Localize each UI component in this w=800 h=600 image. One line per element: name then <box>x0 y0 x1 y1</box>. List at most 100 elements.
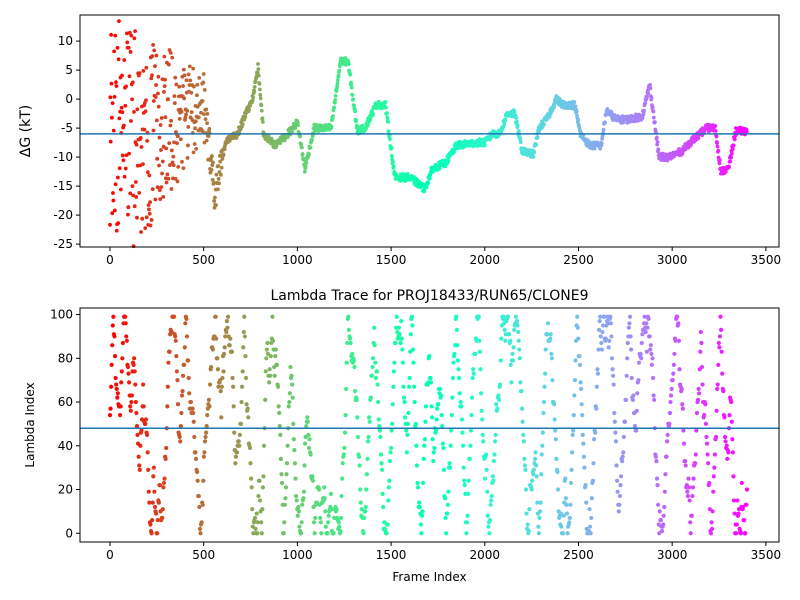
delta-g-point <box>744 129 749 134</box>
lambda-point <box>599 347 605 352</box>
x-tick-label: 3500 <box>751 548 782 562</box>
y-tick-label: 0 <box>65 526 73 540</box>
lambda-point <box>287 391 292 396</box>
lambda-point <box>161 485 166 490</box>
lambda-point <box>289 373 294 378</box>
delta-g-point <box>164 146 169 151</box>
delta-g-point <box>155 156 160 161</box>
lambda-point <box>552 402 557 407</box>
lambda-point <box>689 513 694 518</box>
delta-g-point <box>350 93 355 97</box>
lambda-point <box>295 513 300 518</box>
lambda-point <box>479 408 484 413</box>
lambda-point <box>493 432 498 437</box>
delta-g-point <box>163 115 168 120</box>
lambda-point <box>489 493 494 499</box>
delta-g-point <box>216 164 221 168</box>
lambda-point <box>128 404 133 409</box>
lambda-point <box>231 404 236 409</box>
delta-g-point <box>141 68 146 73</box>
lambda-point <box>459 417 465 422</box>
lambda-point <box>575 314 580 319</box>
lambda-point <box>397 332 402 337</box>
delta-g-point <box>150 73 154 78</box>
delta-g-point <box>576 117 581 122</box>
lambda-point <box>664 454 669 459</box>
lambda-point <box>151 474 156 479</box>
lambda-point <box>372 325 377 330</box>
lambda-point <box>155 518 160 523</box>
delta-g-point <box>132 204 137 209</box>
lambda-point <box>196 493 201 499</box>
lambda-point <box>343 413 348 418</box>
lambda-point <box>322 485 327 490</box>
lambda-point <box>387 478 392 483</box>
lambda-point <box>676 338 682 343</box>
lambda-point <box>400 347 405 352</box>
delta-g-point <box>149 218 154 222</box>
lambda-point <box>379 461 384 466</box>
lambda-point <box>644 321 649 326</box>
lambda-point <box>270 338 276 343</box>
delta-g-point <box>192 142 197 146</box>
lambda-point <box>429 404 434 409</box>
lambda-point <box>629 347 634 352</box>
delta-g-point <box>140 216 145 221</box>
lambda-point <box>157 483 163 488</box>
lambda-point <box>204 430 209 435</box>
delta-g-point <box>348 72 353 77</box>
delta-g-point <box>371 112 375 116</box>
delta-g-point <box>159 116 164 120</box>
lambda-point <box>291 437 296 442</box>
lambda-point <box>141 404 146 409</box>
delta-g-point <box>535 135 540 140</box>
lambda-point <box>160 507 165 512</box>
lambda-point <box>348 340 353 346</box>
lambda-point <box>357 463 362 468</box>
lambda-point <box>680 406 685 411</box>
lambda-point <box>686 476 691 481</box>
delta-g-point <box>426 181 431 185</box>
delta-g-point <box>129 119 133 123</box>
delta-g-point <box>257 82 262 86</box>
lambda-point <box>452 351 457 357</box>
lambda-point <box>173 334 178 339</box>
delta-g-point <box>111 191 115 195</box>
delta-g-point <box>715 144 720 149</box>
delta-g-point <box>147 211 152 216</box>
delta-g-point <box>162 90 166 94</box>
lambda-point <box>363 509 368 514</box>
lambda-point <box>436 402 441 407</box>
delta-g-point <box>148 223 153 228</box>
lambda-point <box>610 367 615 372</box>
lambda-point <box>555 469 560 475</box>
lambda-point <box>393 340 398 346</box>
delta-g-point <box>108 222 112 227</box>
delta-g-point <box>547 114 552 119</box>
lambda-point <box>419 513 425 518</box>
lambda-point <box>156 500 161 505</box>
lambda-point <box>197 504 202 510</box>
delta-g-point <box>221 152 226 157</box>
lambda-point <box>191 419 196 424</box>
lambda-point <box>171 314 177 319</box>
delta-g-point <box>132 36 137 41</box>
lambda-point <box>595 367 600 372</box>
lambda-point <box>297 524 302 529</box>
lambda-point <box>598 334 603 339</box>
delta-g-point <box>192 84 196 89</box>
lambda-point <box>703 402 708 407</box>
lambda-point <box>672 351 677 357</box>
delta-g-point <box>185 156 190 160</box>
lambda-point <box>392 360 397 365</box>
lambda-point <box>404 428 409 433</box>
lambda-point <box>355 434 361 440</box>
lambda-point <box>228 336 233 341</box>
lambda-point <box>722 415 727 420</box>
lambda-point <box>374 369 380 374</box>
delta-g-point <box>251 95 256 100</box>
delta-g-point <box>259 108 264 113</box>
lambda-point <box>606 345 611 350</box>
lambda-point <box>476 314 481 319</box>
delta-g-point <box>189 90 194 95</box>
